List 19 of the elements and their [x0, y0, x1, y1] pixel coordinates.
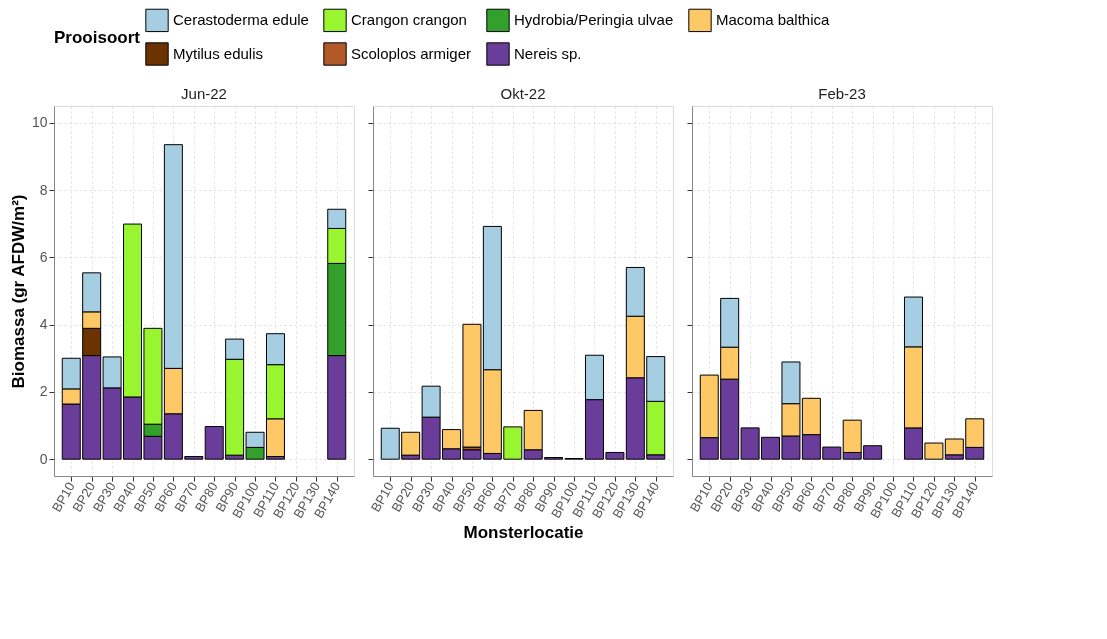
chart-title: Okt-22	[500, 85, 546, 102]
legend-title: Prooisoort	[54, 28, 141, 47]
y-tick-label: 6	[39, 248, 48, 265]
legend-label: Mytilus edulis	[173, 45, 264, 62]
legend-label: Hydrobia/Peringia ulvae	[514, 11, 674, 29]
legend-label: Macoma balthica	[716, 11, 831, 29]
x-axis-title: Monsterlocatie	[463, 522, 584, 542]
y-tick-label: 8	[39, 181, 48, 198]
y-tick-label: 2	[39, 383, 48, 400]
chart-title: Jun-22	[181, 85, 227, 102]
legend-label: Scoloplos armiger	[351, 45, 472, 62]
y-tick-label: 10	[31, 114, 48, 131]
chart-title: Feb-23	[818, 85, 866, 102]
legend-label: Nereis sp.	[514, 45, 582, 62]
legend-label: Crangon crangon	[351, 11, 467, 29]
y-tick-label: 0	[39, 450, 48, 467]
y-axis-title: Biomassa (gr AFDW/m²)	[8, 194, 28, 389]
y-tick-label: 4	[39, 316, 48, 333]
legend-label: Cerastoderma edule	[173, 11, 309, 29]
